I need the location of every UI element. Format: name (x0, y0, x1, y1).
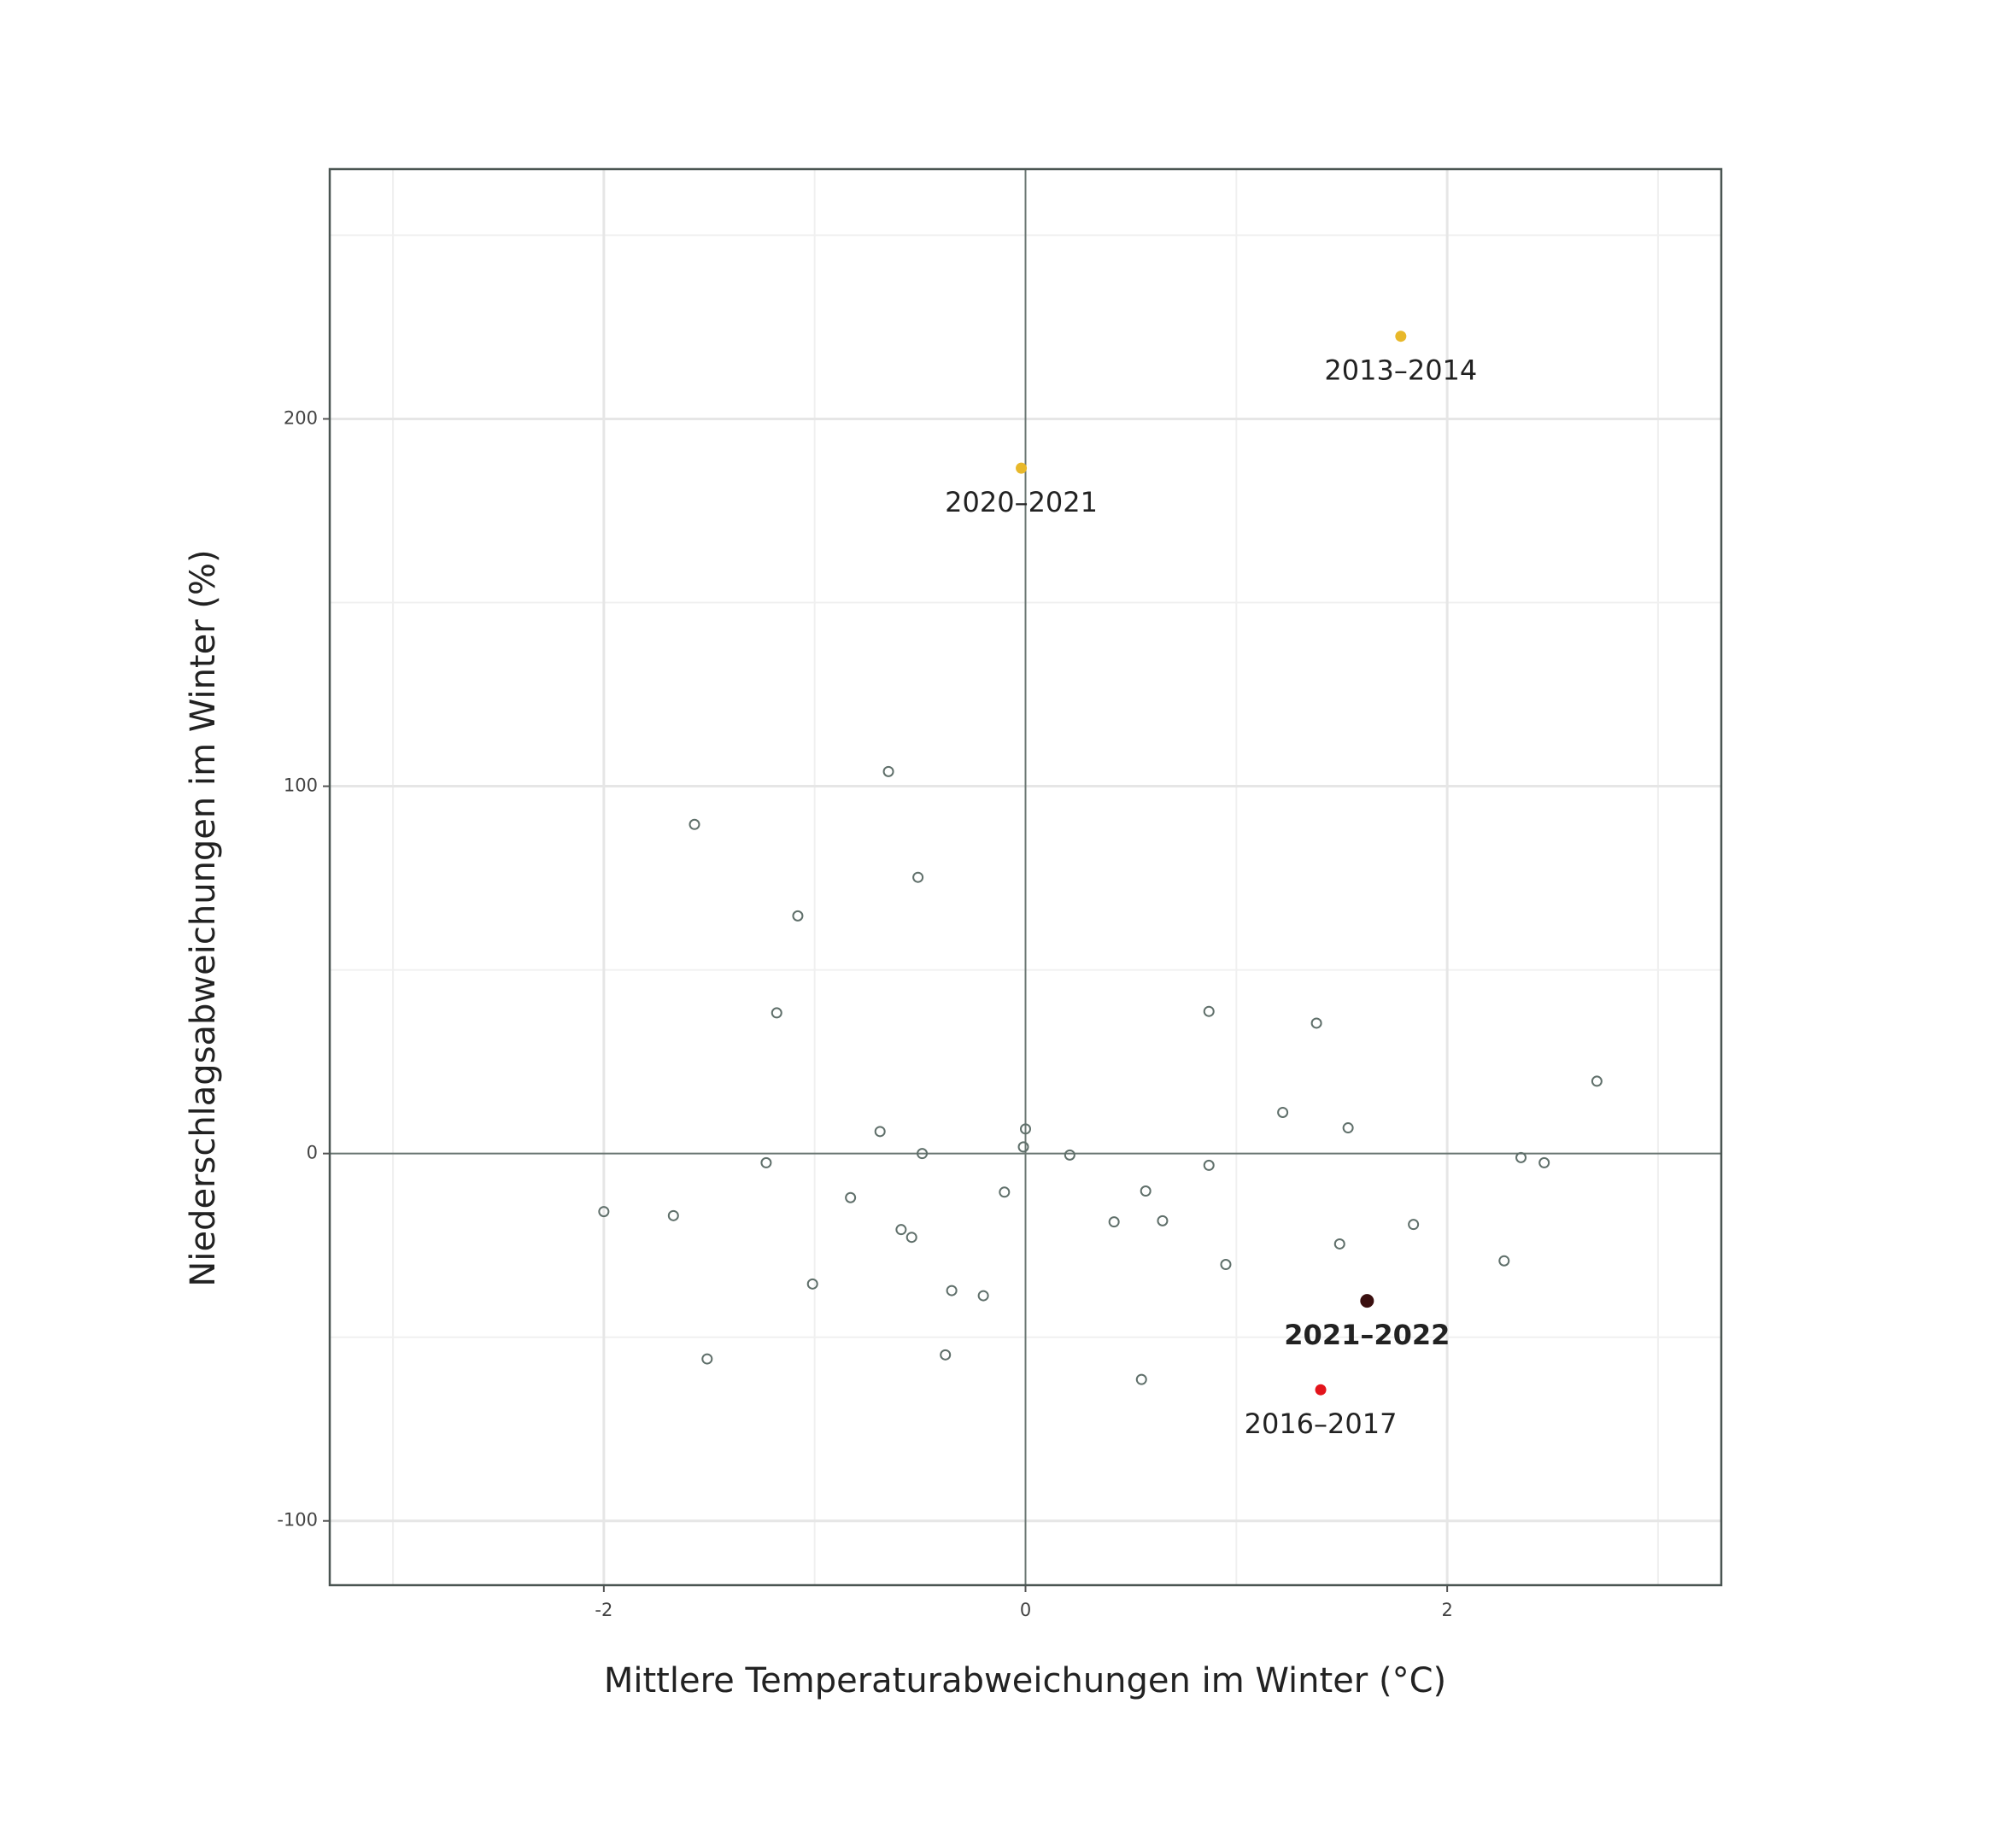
point (999, 1186, 1011, 1198)
point (1203, 1159, 1215, 1171)
annotation: 2013–2014 (1324, 354, 1477, 387)
point (1140, 1185, 1152, 1197)
point (895, 1224, 907, 1236)
point (977, 1290, 989, 1302)
point (1498, 1255, 1510, 1267)
point (667, 1209, 679, 1221)
annotation: 2021–2022 (1284, 1319, 1450, 1351)
point (1515, 1151, 1527, 1163)
point (1333, 1238, 1345, 1250)
annotation: 2020–2021 (945, 486, 1098, 518)
point (1538, 1156, 1550, 1168)
point (845, 1191, 857, 1203)
point (689, 818, 700, 830)
point (760, 1156, 772, 1168)
point (1064, 1149, 1075, 1161)
y-tick-label: 0 (307, 1143, 318, 1163)
annotation: 2016–2017 (1245, 1408, 1398, 1440)
x-axis-title: Mittlere Temperaturabweichungen im Winte… (604, 1661, 1446, 1700)
highlight-point (1315, 1384, 1327, 1396)
point (940, 1349, 952, 1361)
point (1203, 1005, 1215, 1017)
point (1017, 1141, 1029, 1153)
highlight-point (1395, 331, 1407, 342)
point (806, 1278, 818, 1290)
point (1310, 1017, 1322, 1029)
x-tick-label: 2 (1441, 1600, 1452, 1620)
highlight-point (1360, 1294, 1374, 1308)
x-tick-label: 0 (1020, 1600, 1031, 1620)
point (701, 1353, 713, 1365)
point (946, 1285, 958, 1296)
point (1408, 1219, 1420, 1231)
highlight-point (1016, 462, 1028, 474)
point (1020, 1123, 1031, 1135)
y-tick-label: 200 (284, 407, 318, 428)
point (598, 1206, 610, 1218)
plot-border (328, 167, 1723, 1587)
y-tick-label: -100 (277, 1510, 318, 1531)
x-tick-label: -2 (595, 1600, 612, 1620)
point (882, 765, 894, 777)
point (905, 1232, 917, 1244)
point (1135, 1373, 1147, 1385)
y-axis-title: Niederschlagsabweichungen im Winter (%) (184, 549, 223, 1286)
y-tick-label: 100 (284, 776, 318, 796)
point (1277, 1106, 1289, 1118)
point (1157, 1215, 1169, 1226)
point (1220, 1259, 1232, 1271)
point (874, 1126, 886, 1138)
point (912, 871, 924, 883)
point (792, 910, 804, 922)
point (1591, 1075, 1603, 1087)
point (917, 1148, 929, 1160)
point (1342, 1122, 1354, 1134)
point (1108, 1216, 1120, 1228)
point (771, 1007, 782, 1019)
